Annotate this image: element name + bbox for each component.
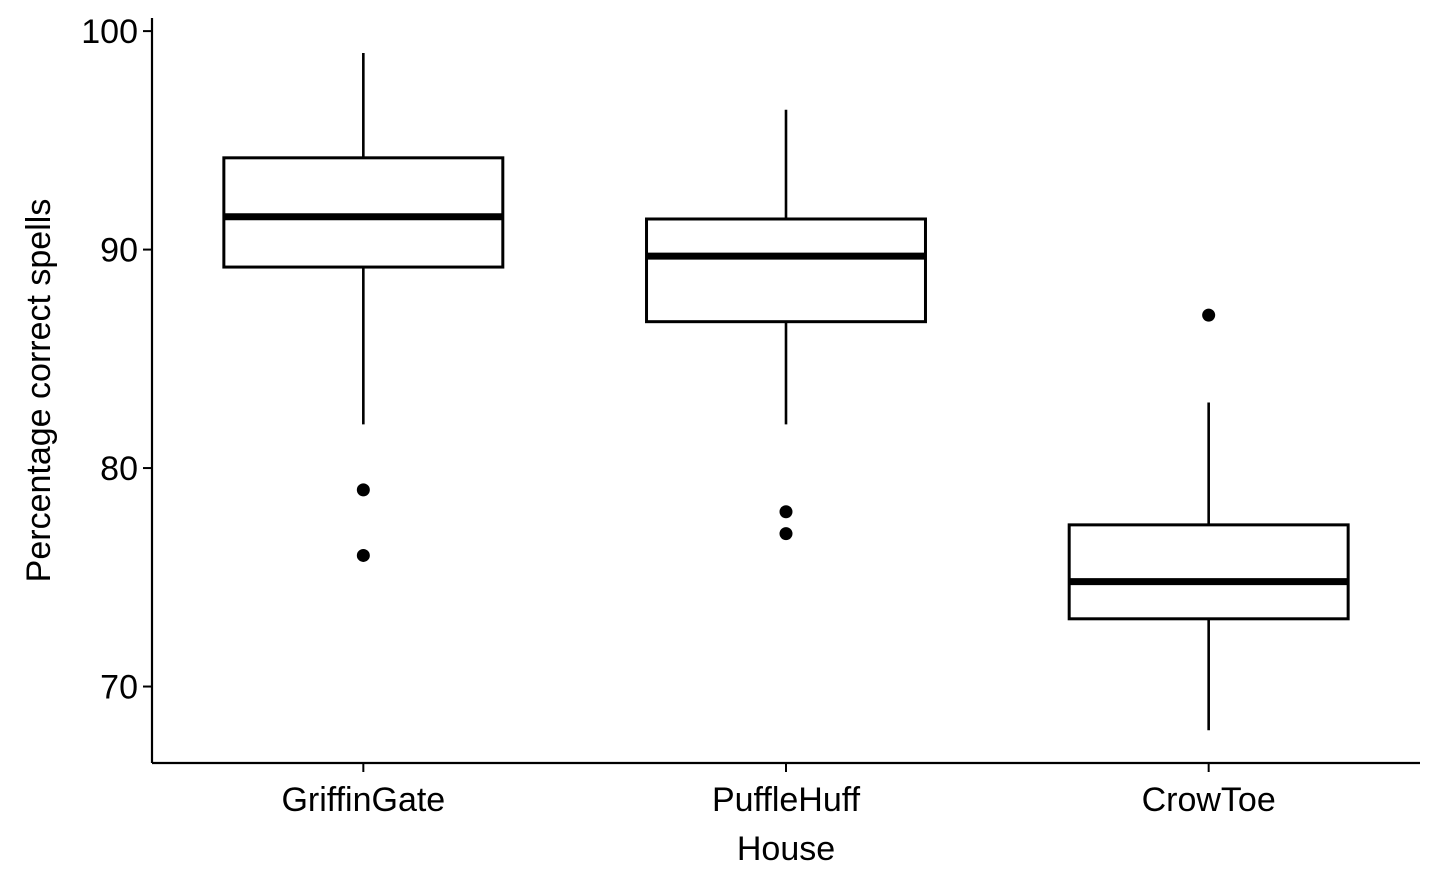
interquartile-box (645, 217, 927, 324)
box-griffingate (222, 52, 505, 562)
outlier-point (356, 483, 370, 497)
outlier-point (779, 505, 793, 519)
box-pufflehuff (645, 109, 927, 541)
x-ticks: GriffinGate PuffleHuff CrowToe (281, 763, 1276, 819)
y-axis-title: Percentage correct spells (20, 199, 58, 583)
x-tick-label: CrowToe (1142, 781, 1276, 819)
boxes (222, 52, 1350, 731)
interquartile-box (222, 156, 505, 269)
x-tick-label: GriffinGate (281, 781, 445, 819)
outlier-point (779, 527, 793, 541)
y-tick-label: 100 (81, 13, 138, 51)
x-tick-label: PuffleHuff (712, 781, 861, 819)
outlier-point (1202, 308, 1216, 322)
y-tick-label: 80 (100, 450, 138, 488)
y-ticks: 70 80 90 100 (81, 13, 152, 707)
interquartile-box (1067, 523, 1350, 621)
outlier-point (356, 548, 370, 562)
x-axis-title: House (737, 830, 835, 868)
y-tick-label: 70 (100, 669, 138, 707)
box-crowtoe (1067, 308, 1350, 731)
y-tick-label: 90 (100, 232, 138, 270)
